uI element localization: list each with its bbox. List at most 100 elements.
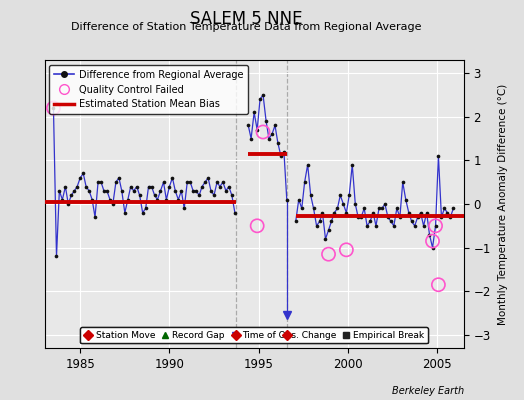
Point	[408, 218, 416, 225]
Point	[70, 188, 79, 194]
Point	[108, 201, 117, 207]
Point	[198, 183, 206, 190]
Point	[159, 179, 168, 185]
Point	[85, 188, 93, 194]
Point	[253, 127, 261, 133]
Point	[250, 109, 258, 116]
Point	[112, 179, 120, 185]
Point	[210, 192, 218, 198]
Point	[133, 183, 141, 190]
Point	[79, 170, 88, 177]
Point	[422, 210, 431, 216]
Point	[49, 105, 58, 111]
Point	[372, 223, 380, 229]
Point	[312, 223, 321, 229]
Point	[396, 214, 404, 220]
Text: SALEM 5 NNE: SALEM 5 NNE	[190, 10, 302, 28]
Point	[410, 223, 419, 229]
Point	[369, 210, 377, 216]
Point	[256, 96, 264, 102]
Point	[342, 210, 351, 216]
Point	[384, 214, 392, 220]
Point	[94, 179, 102, 185]
Point	[227, 192, 236, 198]
Point	[58, 196, 67, 203]
Point	[138, 210, 147, 216]
Point	[153, 196, 161, 203]
Point	[357, 214, 365, 220]
Point	[247, 135, 255, 142]
Point	[88, 196, 96, 203]
Point	[417, 210, 425, 216]
Point	[300, 179, 309, 185]
Point	[67, 192, 75, 198]
Point	[180, 205, 189, 212]
Point	[360, 205, 368, 212]
Point	[336, 192, 344, 198]
Point	[55, 188, 63, 194]
Point	[231, 210, 239, 216]
Point	[280, 148, 288, 155]
Point	[121, 210, 129, 216]
Point	[431, 223, 440, 229]
Point	[150, 192, 159, 198]
Point	[162, 196, 171, 203]
Point	[446, 214, 454, 220]
Point	[419, 223, 428, 229]
Point	[399, 179, 407, 185]
Point	[401, 196, 410, 203]
Point	[363, 223, 371, 229]
Point	[345, 192, 353, 198]
Point	[425, 231, 434, 238]
Point	[291, 218, 300, 225]
Point	[165, 183, 173, 190]
Point	[315, 218, 324, 225]
Point	[387, 218, 395, 225]
Point	[222, 188, 230, 194]
Point	[298, 205, 306, 212]
Point	[324, 227, 333, 233]
Point	[413, 214, 422, 220]
Point	[124, 196, 132, 203]
Point	[189, 188, 198, 194]
Point	[97, 179, 105, 185]
Point	[147, 183, 156, 190]
Point	[82, 183, 90, 190]
Point	[342, 247, 351, 253]
Point	[73, 183, 81, 190]
Point	[192, 188, 200, 194]
Point	[171, 188, 180, 194]
Point	[61, 183, 70, 190]
Point	[207, 188, 215, 194]
Point	[318, 210, 326, 216]
Point	[321, 236, 330, 242]
Point	[307, 192, 315, 198]
Point	[434, 153, 443, 159]
Point	[115, 175, 123, 181]
Point	[282, 196, 291, 203]
Point	[117, 188, 126, 194]
Point	[351, 201, 359, 207]
Point	[443, 210, 452, 216]
Point	[144, 183, 152, 190]
Point	[271, 122, 279, 129]
Point	[348, 162, 356, 168]
Point	[381, 201, 389, 207]
Point	[428, 238, 436, 244]
Point	[434, 282, 443, 288]
Text: Berkeley Earth: Berkeley Earth	[391, 386, 464, 396]
Point	[64, 201, 72, 207]
Point	[354, 214, 362, 220]
Point	[390, 223, 398, 229]
Point	[265, 135, 273, 142]
Point	[129, 188, 138, 194]
Point	[333, 205, 342, 212]
Point	[183, 179, 191, 185]
Point	[186, 179, 194, 185]
Point	[106, 196, 114, 203]
Point	[135, 192, 144, 198]
Point	[437, 214, 445, 220]
Point	[49, 105, 58, 111]
Point	[378, 205, 386, 212]
Point	[244, 122, 253, 129]
